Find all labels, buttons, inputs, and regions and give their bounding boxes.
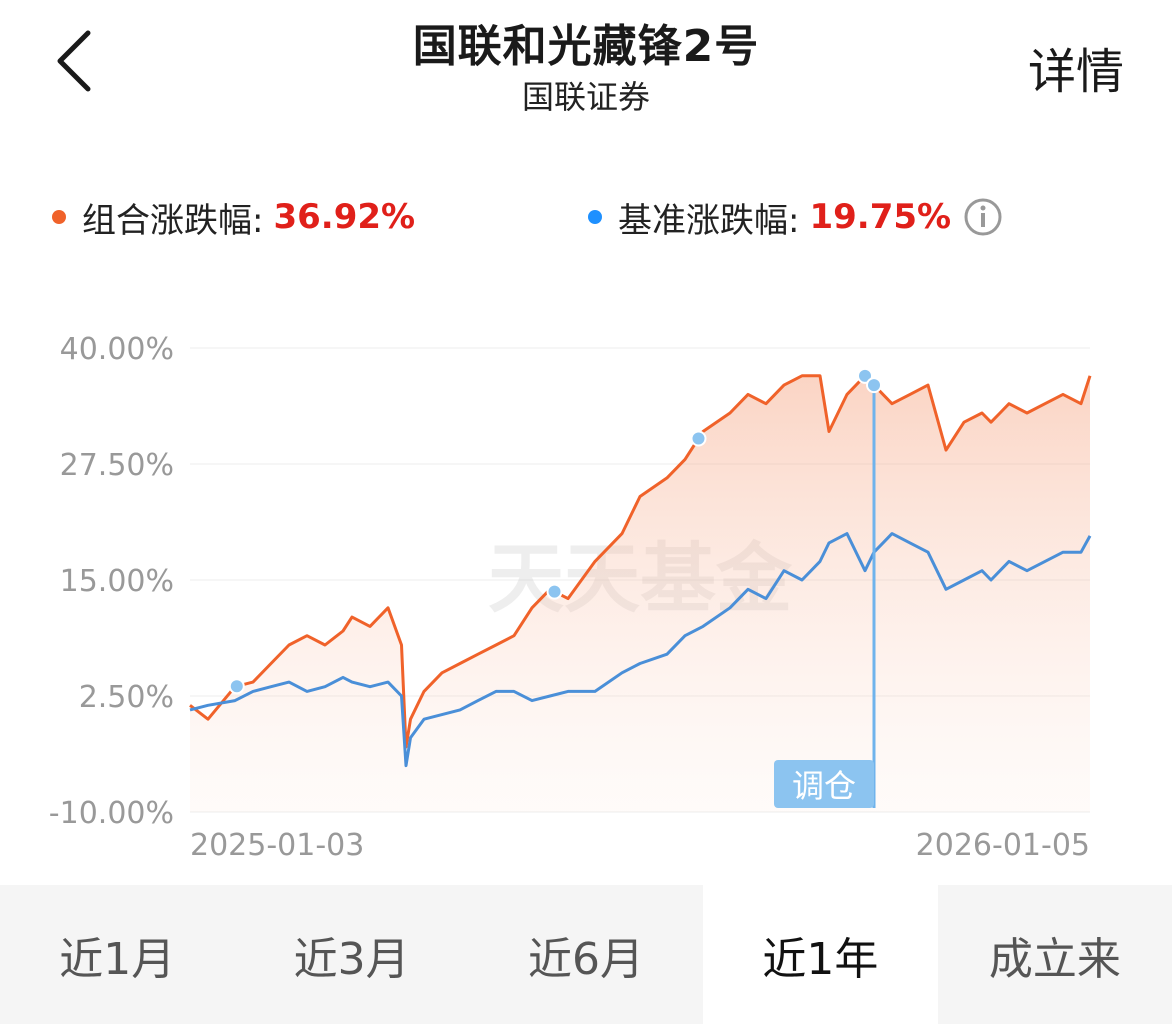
y-tick-label: 15.00% bbox=[60, 564, 174, 599]
back-button[interactable] bbox=[44, 26, 104, 96]
chevron-left-icon bbox=[57, 30, 91, 92]
rebalance-point bbox=[546, 583, 563, 600]
benchmark-label: 基准涨跌幅: bbox=[618, 200, 800, 241]
rebalance-point bbox=[690, 430, 707, 447]
rebalance-point bbox=[228, 678, 245, 695]
period-tabs: 近1月 近3月 近6月 近1年 成立来 bbox=[0, 885, 1172, 1024]
rebalance-label: 调仓 bbox=[792, 767, 856, 805]
benchmark-value: 19.75% bbox=[809, 197, 952, 237]
tab-3-months[interactable]: 近3月 bbox=[293, 933, 410, 985]
rebalance-point bbox=[866, 377, 882, 394]
x-label-start: 2025-01-03 bbox=[190, 828, 364, 863]
info-icon[interactable] bbox=[963, 197, 1003, 237]
y-tick-label: -10.00% bbox=[49, 796, 174, 831]
portfolio-value: 36.92% bbox=[273, 197, 416, 237]
tab-1-month[interactable]: 近1月 bbox=[59, 933, 176, 985]
y-tick-label: 2.50% bbox=[79, 680, 174, 715]
portfolio-area bbox=[190, 375, 1090, 812]
detail-button[interactable]: 详情 bbox=[1027, 44, 1124, 100]
rebalance-badge bbox=[774, 760, 874, 808]
legend-benchmark: 基准涨跌幅: 19.75% bbox=[588, 192, 1003, 242]
return-chart: 天天基金 调仓 40.00%27.50%15.00%2.50%-10.00% 2… bbox=[49, 332, 1092, 863]
benchmark-dot-icon bbox=[588, 210, 602, 224]
legend-portfolio: 组合涨跌幅: 36.92% bbox=[52, 192, 415, 242]
tab-since-inception[interactable]: 成立来 bbox=[988, 933, 1121, 985]
portfolio-label: 组合涨跌幅: bbox=[82, 200, 264, 241]
y-tick-label: 27.50% bbox=[60, 448, 174, 483]
tab-6-months[interactable]: 近6月 bbox=[528, 933, 645, 985]
tab-1-year[interactable]: 近1年 bbox=[703, 885, 938, 1024]
portfolio-dot-icon bbox=[52, 210, 66, 224]
x-label-end: 2026-01-05 bbox=[916, 828, 1090, 863]
benchmark-line bbox=[189, 532, 1092, 768]
header: 国联和光藏锋2号 国联证券 详情 bbox=[0, 0, 1172, 130]
y-tick-label: 40.00% bbox=[60, 332, 174, 367]
portfolio-line bbox=[189, 374, 1092, 749]
page-subtitle: 国联证券 bbox=[521, 78, 650, 116]
page-title: 国联和光藏锋2号 bbox=[412, 21, 760, 72]
